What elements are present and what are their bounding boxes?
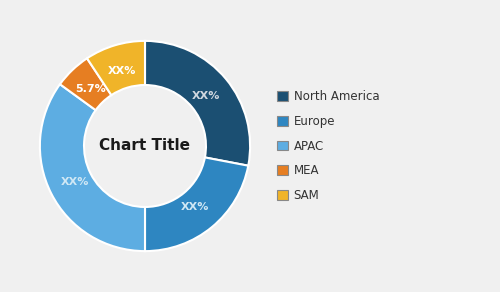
Wedge shape [60,58,112,110]
Text: XX%: XX% [108,65,136,76]
Text: Chart Title: Chart Title [100,138,190,154]
Text: XX%: XX% [60,177,89,187]
Text: 5.7%: 5.7% [75,84,106,94]
Wedge shape [145,41,250,166]
Wedge shape [145,157,248,251]
Wedge shape [87,41,145,95]
Legend: North America, Europe, APAC, MEA, SAM: North America, Europe, APAC, MEA, SAM [277,90,379,202]
Wedge shape [40,84,145,251]
Text: XX%: XX% [181,202,210,212]
Text: XX%: XX% [192,91,220,101]
